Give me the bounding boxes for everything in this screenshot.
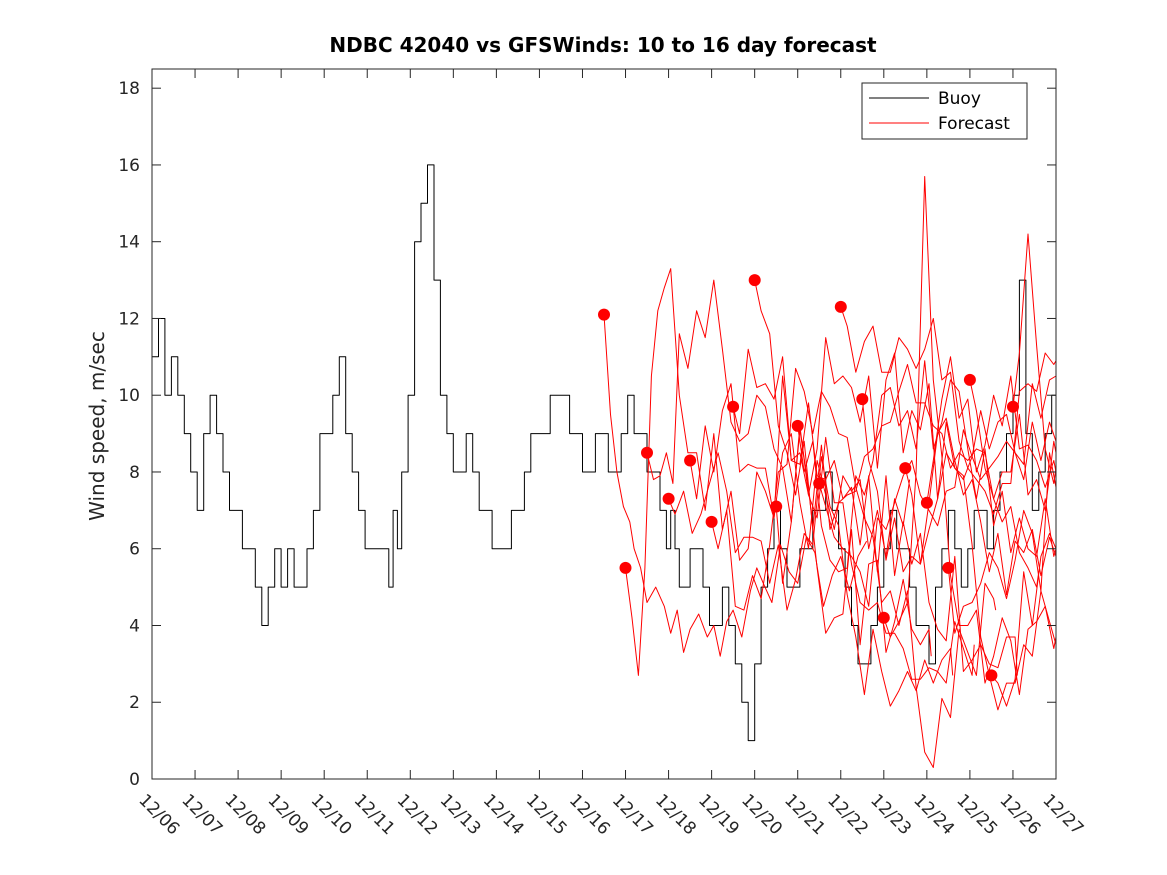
forecast-start-marker (727, 400, 740, 413)
y-tick-label: 4 (129, 616, 140, 636)
y-tick-label: 8 (129, 463, 140, 483)
forecast-start-marker (877, 611, 890, 624)
y-tick-label: 14 (118, 233, 140, 253)
forecast-start-marker (598, 308, 610, 321)
forecast-series-line-16 (926, 356, 1057, 503)
forecast-start-marker (834, 300, 847, 313)
forecast-series-line-10 (797, 360, 1057, 573)
forecast-series-line-7 (732, 348, 1018, 676)
forecast-start-marker (942, 561, 955, 574)
forecast-start-marker (856, 393, 869, 406)
forecast-series-line-20 (1012, 233, 1057, 484)
forecast-series-line-11 (818, 421, 1057, 607)
y-tick-label: 2 (129, 693, 140, 713)
forecast-series-line-6 (711, 367, 997, 768)
forecast-series-line-12 (840, 306, 1057, 515)
forecast-series-line-17 (947, 452, 1057, 634)
forecast-series-line-13 (861, 375, 1057, 573)
buoy-series-line (152, 164, 1056, 742)
series-layer (152, 164, 1057, 768)
forecast-series-line-5 (689, 375, 975, 684)
legend: Buoy Forecast (861, 82, 1028, 140)
forecast-start-marker (748, 274, 761, 287)
y-tick-label: 0 (129, 770, 140, 790)
forecast-start-marker (920, 496, 933, 509)
forecast-start-marker (641, 446, 653, 459)
forecast-start-marker (770, 500, 783, 513)
legend-forecast-label: Forecast (938, 114, 1010, 134)
forecast-series-line-19 (991, 532, 1057, 707)
forecast-start-marker (899, 462, 912, 475)
forecast-series-line-8 (754, 279, 1040, 588)
legend-buoy-label: Buoy (938, 89, 981, 109)
y-tick-label: 18 (118, 79, 140, 99)
forecast-start-marker (684, 454, 697, 467)
forecast-series-line-2 (625, 268, 911, 676)
forecast-start-markers (598, 274, 1019, 682)
y-axis-label: Wind speed, m/sec (85, 331, 109, 521)
y-tick-label: 16 (118, 156, 140, 176)
y-tick-label: 10 (118, 386, 140, 406)
forecast-start-marker (705, 515, 718, 528)
forecast-start-marker (1007, 400, 1019, 413)
y-tick-label: 6 (129, 540, 140, 560)
forecast-start-marker (985, 669, 998, 682)
forecast-start-marker (662, 492, 675, 505)
forecast-series-line-18 (969, 379, 1057, 511)
forecast-start-marker (791, 419, 804, 432)
chart-title: NDBC 42040 vs GFSWinds: 10 to 16 day for… (329, 33, 877, 57)
forecast-series-line-3 (646, 279, 932, 657)
forecast-series-line-9 (775, 337, 1057, 711)
legend-box (861, 82, 1028, 140)
y-axis-ticks: 0 2 4 6 8 10 12 14 16 18 (118, 79, 1056, 790)
y-tick-label: 12 (118, 309, 140, 329)
forecast-start-marker (619, 561, 632, 574)
plot-frame (151, 68, 1057, 780)
forecast-start-marker (813, 477, 826, 490)
forecast-start-marker (963, 373, 976, 386)
